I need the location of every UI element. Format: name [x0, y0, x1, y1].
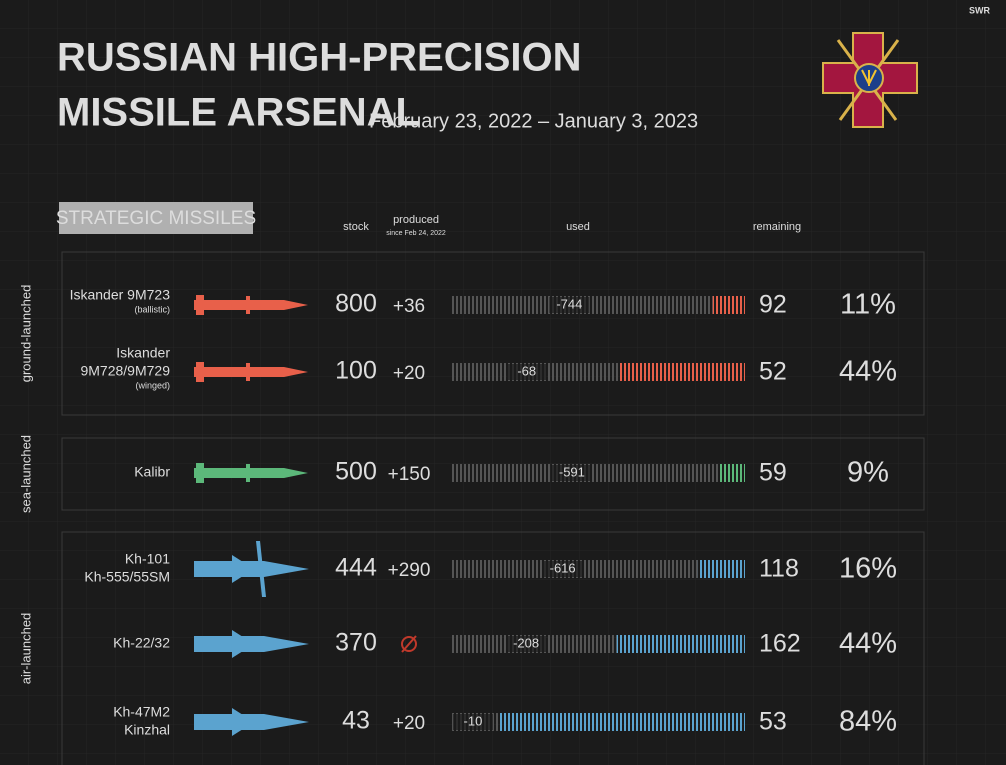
missile-body [194, 468, 308, 478]
remaining-value: 162 [759, 630, 801, 658]
missile-wing [256, 541, 266, 597]
remaining-bar [718, 464, 745, 482]
missile-wing [232, 708, 254, 736]
missile-wing [232, 555, 254, 583]
remaining-value: 118 [759, 555, 799, 583]
missile-body [194, 300, 308, 310]
missile-icon [194, 362, 308, 382]
remaining-share: 16% [839, 553, 897, 585]
group-label: air-launched [18, 613, 33, 685]
used-value: -744 [556, 296, 582, 311]
used-value: -208 [513, 635, 539, 650]
column-header: remaining [753, 221, 801, 233]
missile-name: Kinzhal [124, 722, 170, 738]
missile-name: Kh-22/32 [113, 635, 170, 651]
title: MISSILE ARSENAL [57, 91, 420, 135]
missile-body [194, 367, 308, 377]
used-label-bg [542, 561, 583, 577]
icon-slash [401, 635, 417, 653]
no-production-icon [401, 635, 417, 653]
remaining-bar [697, 560, 745, 578]
missile-wing [232, 630, 254, 658]
remaining-share: 44% [839, 356, 897, 388]
column-header: used [566, 221, 590, 233]
remaining-bar [498, 713, 745, 731]
stock: 43 [342, 707, 370, 735]
remaining-value: 53 [759, 708, 787, 736]
remaining-value: 52 [759, 358, 787, 386]
used-value: -616 [550, 560, 576, 575]
missile-fin [196, 362, 250, 382]
missile-note: (winged) [135, 380, 170, 390]
column-header: produced [393, 214, 439, 226]
missile-icon [194, 541, 309, 597]
missile-name: Kh-101 [125, 551, 170, 567]
stock: 800 [335, 290, 377, 318]
missile-icon [194, 708, 309, 736]
produced: +20 [393, 363, 425, 384]
remaining-bar [618, 363, 745, 381]
missile-name: Kalibr [134, 464, 170, 480]
stock: 370 [335, 629, 377, 657]
group-label: ground-launched [18, 285, 33, 383]
missile-name: Kh-555/55SM [84, 569, 170, 585]
produced: +290 [388, 560, 431, 581]
group-box [61, 531, 925, 765]
remaining-share: 9% [847, 457, 889, 489]
missile-icon [194, 295, 308, 315]
produced: +36 [393, 296, 425, 317]
missile-icon [194, 463, 308, 483]
group-box [61, 437, 925, 511]
remaining-share: 11% [840, 289, 896, 321]
missile-name: Iskander 9M723 [70, 287, 171, 303]
missile-name: Iskander [116, 345, 170, 361]
remaining-value: 92 [759, 291, 787, 319]
used-value: -10 [464, 713, 483, 728]
title: RUSSIAN HIGH-PRECISION [57, 36, 582, 80]
used-label-bg [452, 714, 493, 730]
missile-fin [196, 295, 250, 315]
stock: 444 [335, 554, 377, 582]
used-value: -591 [559, 464, 585, 479]
produced: +20 [393, 713, 425, 734]
used-label-bg [551, 465, 592, 481]
missile-name: Kh-47M2 [113, 704, 170, 720]
remaining-value: 59 [759, 459, 787, 487]
logo: SWR [969, 5, 990, 15]
group-label: sea-launched [18, 435, 33, 513]
missile-note: (ballistic) [134, 304, 170, 314]
remaining-bar [712, 296, 745, 314]
remaining-bar [616, 635, 745, 653]
column-header: stock [343, 221, 369, 233]
missile-icon [194, 630, 309, 658]
produced: +150 [388, 464, 431, 485]
dates: February 23, 2022 – January 3, 2023 [369, 110, 698, 132]
column-note: since Feb 24, 2022 [386, 230, 446, 237]
missile-fin [196, 463, 250, 483]
missile-name: 9M728/9M729 [80, 363, 170, 379]
used-label-bg [506, 364, 547, 380]
used-label-bg [506, 636, 547, 652]
remaining-share: 44% [839, 628, 897, 660]
group-box [61, 251, 925, 416]
emblem [822, 32, 918, 128]
used-value: -68 [517, 363, 536, 378]
icon-circle [401, 636, 417, 652]
stock: 100 [335, 357, 377, 385]
stock: 500 [335, 458, 377, 486]
remaining-share: 84% [839, 706, 897, 738]
used-label-bg [549, 297, 590, 313]
section-title: STRATEGIC MISSILES [56, 208, 256, 229]
section-box [59, 202, 253, 234]
